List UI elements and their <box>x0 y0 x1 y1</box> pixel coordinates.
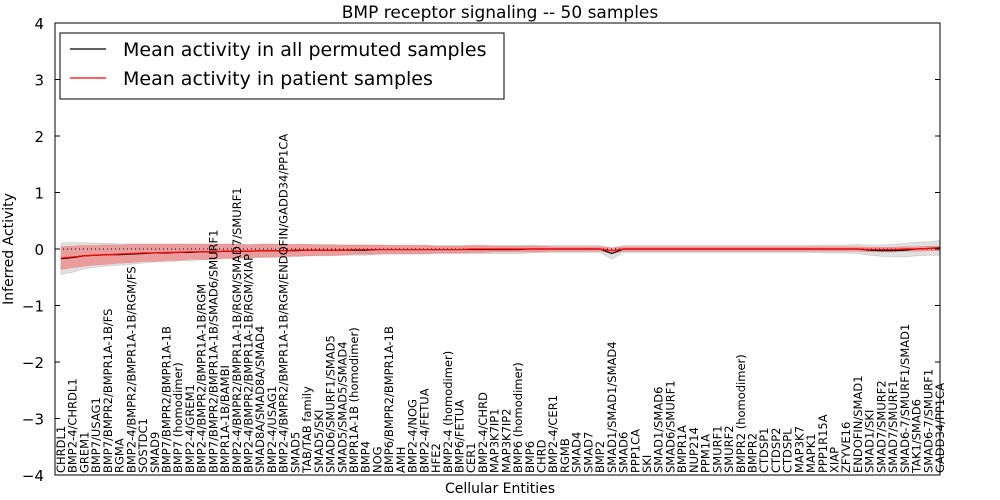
x-tick-label: ZFYVE16 <box>839 422 853 473</box>
x-tick-label: NUP214 <box>687 427 701 473</box>
y-tick-label: −4 <box>22 467 44 485</box>
x-tick-label: MAP3K7IP1 <box>488 408 502 473</box>
legend: Mean activity in all permuted samples Me… <box>59 32 505 100</box>
x-tick-label: SMAD1/SMAD1/SMAD4 <box>605 341 619 473</box>
x-tick-label: PPM1A <box>699 434 713 473</box>
x-axis-label: Cellular Entities <box>445 481 555 497</box>
x-tick-label: AMH <box>394 447 408 473</box>
y-tick-label: 2 <box>34 128 44 146</box>
x-tick-label: SMAD5/SKI <box>312 410 326 473</box>
x-tick-label: RGMA <box>113 438 127 473</box>
x-tick-label: SMURF2 <box>722 425 736 473</box>
x-tick-labels: CHRDL1BMP2-4/CHRDL1GREM1BMP7/USAG1BMP7/B… <box>54 134 947 474</box>
series-lines <box>60 247 941 260</box>
y-tick-label: 4 <box>34 15 44 33</box>
x-tick-label: BMP2-4/USAG1 <box>265 386 279 473</box>
x-tick-label: SMAD5 <box>288 432 302 473</box>
x-tick-label: NOG <box>370 446 384 473</box>
x-tick-label: BMPR2 (homodimer) <box>734 354 748 473</box>
x-tick-label: SOSTDC1 <box>136 418 150 473</box>
y-tick-label: 3 <box>34 72 44 90</box>
x-tick-label: BMPR2 <box>745 433 759 473</box>
x-tick-label: PPP1CA <box>628 429 642 473</box>
x-tick-label: SMAD9 <box>148 432 162 473</box>
x-tick-label: BMP2-4/BMPR2/BMPR1A-1B/RGM/SMAD7/SMURF1 <box>230 187 244 473</box>
x-tick-label: BMP7/BMPR2/BMPR1A-1B/SMAD6/SMURF1 <box>206 230 220 473</box>
x-tick-label: ENDOFIN/SMAD1 <box>851 375 865 473</box>
x-tick-label: BMPR1A <box>675 425 689 473</box>
x-tick-label: GREM1 <box>77 432 91 473</box>
x-tick-label: CER1 <box>464 442 478 473</box>
x-tick-label: BMP2-4/CHRD <box>476 392 490 473</box>
x-tick-label: BMP2 <box>593 441 607 473</box>
x-tick-label: XIAP <box>828 447 842 473</box>
chart-title: BMP receptor signaling -- 50 samples <box>342 3 659 23</box>
x-tick-label: CTDSPL <box>781 428 795 473</box>
x-tick-label: BMP2-4/NOG <box>406 399 420 473</box>
x-tick-label: BMP6/BMPR2/BMPR1A-1B <box>382 326 396 473</box>
x-tick-label: BMP2-4/BMPR2/BMPR1A-1B/RGM/ENDOFIN/GADD3… <box>277 134 291 473</box>
x-tick-label: HFE2 <box>429 443 443 473</box>
x-tick-label: BMP7/USAG1 <box>89 397 103 473</box>
x-tick-label: BMP2-4/BMPR2/BMPR1A-1B/RGM/XIAP <box>242 254 256 473</box>
x-tick-label: CTDSP1 <box>757 428 771 473</box>
y-tick-label: 1 <box>34 185 44 203</box>
x-tick-label: BMPR1A-1B (homodimer) <box>347 327 361 473</box>
x-tick-label: SMAD1/SKI <box>863 410 877 473</box>
x-tick-label: BMP2-4/FETUA <box>417 388 431 473</box>
x-tick-label: MAPK1 <box>804 433 818 473</box>
x-tick-label: SMAD7/SMURF2 <box>874 380 888 473</box>
x-tick-label: SMAD6-7/SMURF1/SMAD1 <box>898 324 912 473</box>
x-tick-label: BMP6 (homodimer) <box>511 362 525 473</box>
x-tick-label: BMP7/BMPR2/BMPR1A-1B/FS <box>101 309 115 473</box>
x-tick-label: SMAD6-7/SMURF1 <box>921 369 935 473</box>
x-tick-label: BMP2-4/BMPR2/BMPR1A-1B/RGM/FS <box>124 266 138 473</box>
y-axis-label: Inferred Activity <box>1 193 17 305</box>
x-tick-label: CTDSP2 <box>769 428 783 473</box>
x-tick-label: BMP6 <box>523 441 537 473</box>
x-tick-label: RGMB <box>558 438 572 473</box>
x-tick-label: TAB/TAB family <box>300 386 314 474</box>
x-tick-label: CHRD <box>535 439 549 473</box>
x-tick-label: MAP3K7 <box>792 426 806 473</box>
y-tick-label: −1 <box>22 298 44 316</box>
x-tick-label: BMP2-4 (homodimer) <box>441 351 455 473</box>
x-tick-label: BMP2-4/CHRDL1 <box>66 378 80 473</box>
x-tick-label: PPP1R15A <box>816 414 830 473</box>
legend-label-patient: Mean activity in patient samples <box>123 68 433 90</box>
x-tick-label: SKI <box>640 455 654 473</box>
x-tick-label: BMP2-4/GREM1 <box>183 384 197 473</box>
x-tick-label: CHRDL1 <box>54 426 68 473</box>
x-tick-label: SMAD5/SMAD5/SMAD4 <box>335 341 349 473</box>
y-tick-label: −2 <box>22 354 44 372</box>
x-tick-label: BMP4 <box>359 441 373 473</box>
legend-label-permuted: Mean activity in all permuted samples <box>123 39 486 61</box>
line-patient <box>60 247 940 259</box>
x-tick-label: SMAD8A/SMAD8A/SMAD4 <box>253 326 267 473</box>
legend-box <box>59 32 505 100</box>
x-tick-label: SMAD7/SMURF1 <box>886 380 900 473</box>
band-patient <box>60 244 941 270</box>
x-tick-label: BMP7/BMPR2/BMPR1A-1B <box>159 326 173 473</box>
x-tick-label: SMAD4 <box>570 432 584 473</box>
y-tick-label: −3 <box>22 411 44 429</box>
x-tick-label: BMP2-4/CER1 <box>546 395 560 473</box>
x-tick-label: TAK1/SMAD6 <box>910 399 924 474</box>
x-tick-label: BMP6/FETUA <box>452 400 466 473</box>
x-tick-label: SMAD6 <box>617 432 631 473</box>
x-tick-label: BMP7 (homodimer) <box>171 362 185 473</box>
x-tick-label: BMP2-4/BMPR2/BMPR1A-1B/RGM <box>195 284 209 473</box>
y-axis-ticks: −4 −3 −2 −1 0 1 2 3 4 <box>22 15 940 485</box>
x-tick-label: SMAD6/SMURF1 <box>663 380 677 473</box>
y-tick-label: 0 <box>34 241 44 259</box>
x-tick-label: SMAD7 <box>581 432 595 473</box>
x-tick-label: SMURF1 <box>710 425 724 473</box>
x-tick-label: SMAD1/SMAD6 <box>652 387 666 473</box>
x-tick-label: MAP3K7IP2 <box>499 408 513 473</box>
confidence-bands <box>60 240 941 275</box>
x-tick-label: SMAD6/SMURF1/SMAD5 <box>324 335 338 473</box>
x-tick-label: BMPR1A-1B/BAMBI <box>218 365 232 473</box>
